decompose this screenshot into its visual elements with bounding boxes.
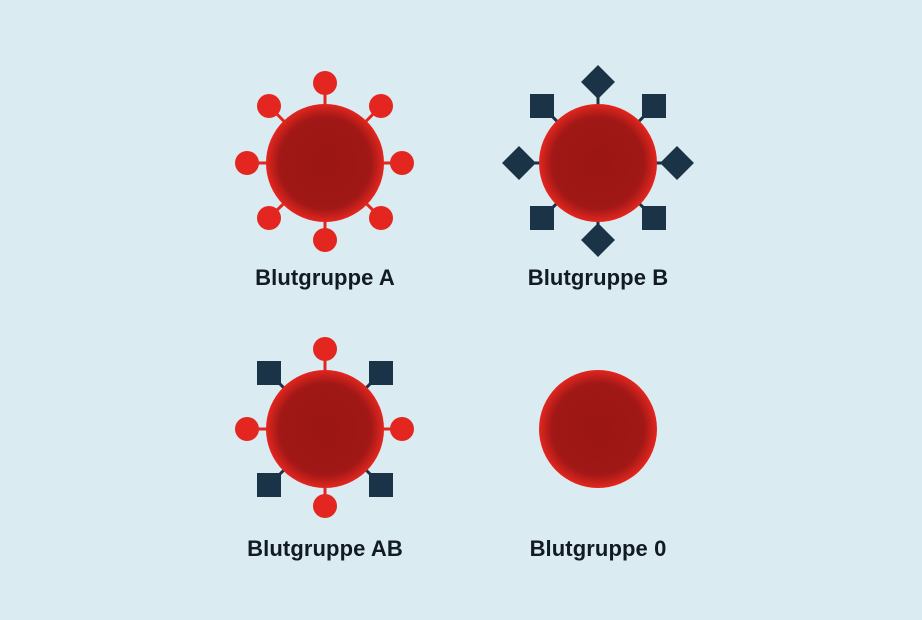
antigen-b-square: [642, 94, 666, 118]
blood-group-label: Blutgruppe AB: [247, 536, 403, 561]
blood-group-label: Blutgruppe B: [527, 265, 669, 290]
antigen-a-circle: [313, 494, 337, 518]
antigen-b-diamond: [581, 223, 615, 257]
antigen-a-circle: [313, 228, 337, 252]
blood-cell-a-graphic: [235, 71, 414, 252]
antigen-a-circle: [313, 71, 337, 95]
blood-group-ab: Blutgruppe AB: [205, 331, 445, 591]
blood-group-b: Blutgruppe B: [478, 60, 718, 320]
blood-cell-b-graphic: [502, 65, 694, 257]
antigen-a-circle: [235, 151, 259, 175]
red-blood-cell: [266, 104, 384, 222]
antigen-a-circle: [257, 206, 281, 230]
antigen-b-square: [642, 206, 666, 230]
blood-group-label: Blutgruppe A: [255, 265, 395, 290]
blood-group-a: Blutgruppe A: [205, 60, 445, 320]
antigen-b-square: [369, 361, 393, 385]
antigen-b-square: [369, 473, 393, 497]
antigen-a-circle: [369, 94, 393, 118]
red-blood-cell: [539, 370, 657, 488]
blood-group-label: Blutgruppe 0: [529, 536, 667, 561]
antigen-b-square: [530, 94, 554, 118]
antigen-b-square: [257, 361, 281, 385]
blood-group-0: Blutgruppe 0: [478, 331, 718, 591]
blood-cell-0-graphic: [539, 370, 657, 488]
antigen-a-circle: [390, 417, 414, 441]
antigen-b-square: [530, 206, 554, 230]
antigen-b-square: [257, 473, 281, 497]
antigen-a-circle: [390, 151, 414, 175]
antigen-b-diamond: [581, 65, 615, 99]
red-blood-cell: [539, 104, 657, 222]
antigen-b-diamond: [660, 146, 694, 180]
antigen-a-circle: [235, 417, 259, 441]
blood-cell-ab-graphic: [235, 337, 414, 518]
red-blood-cell: [266, 370, 384, 488]
antigen-a-circle: [257, 94, 281, 118]
antigen-a-circle: [369, 206, 393, 230]
antigen-a-circle: [313, 337, 337, 361]
antigen-b-diamond: [502, 146, 536, 180]
